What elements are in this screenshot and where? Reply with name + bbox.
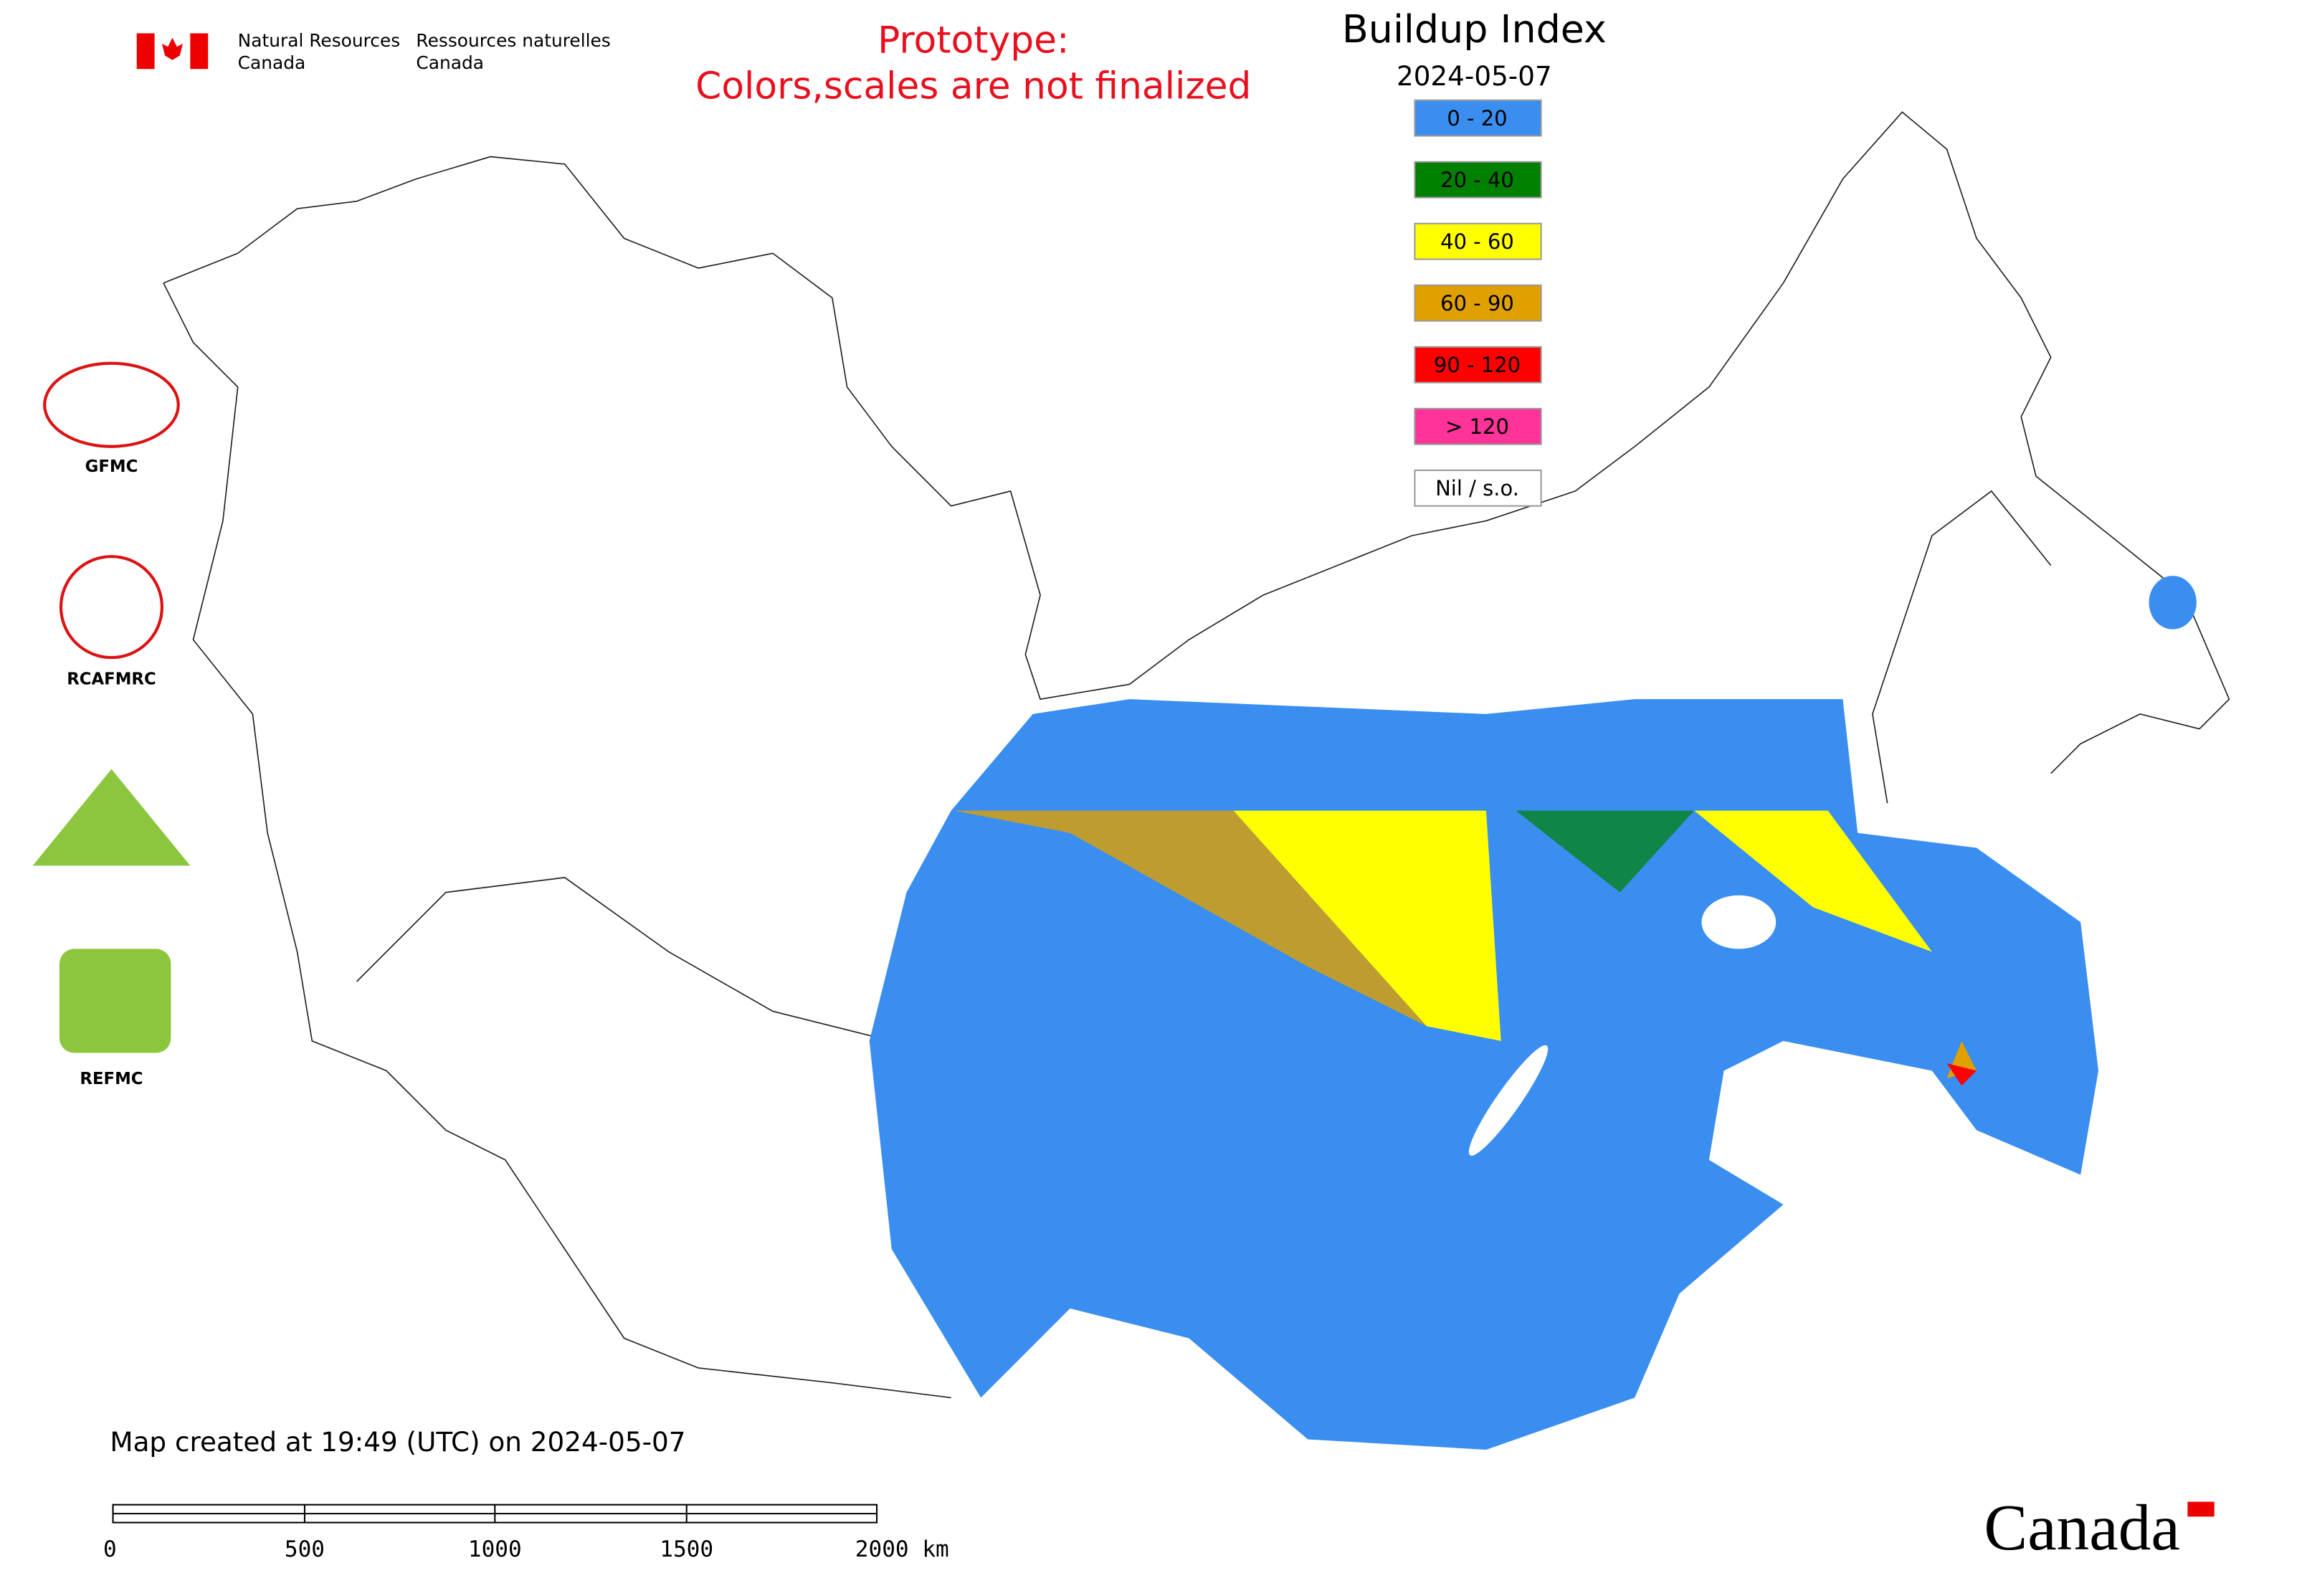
org-en: Canada [238, 52, 306, 73]
index-streak [1694, 810, 1932, 952]
lake [1701, 895, 1777, 949]
fire-index-layer [869, 576, 2197, 1450]
canada-wordmark: Canada [1984, 1491, 2179, 1564]
logo-label: REFMC [80, 1070, 143, 1088]
index-streak [953, 810, 1427, 1027]
logo-label: GFMC [85, 457, 138, 476]
legend-label: > 120 [1445, 414, 1509, 439]
legend-swatch [1414, 407, 1542, 445]
index-area [2149, 576, 2197, 630]
coastline [163, 111, 2230, 774]
legend-swatch [1414, 161, 1542, 199]
logo [43, 361, 180, 448]
org-en: Natural Resources [238, 30, 401, 51]
legend-label: Nil / s.o. [1435, 476, 1519, 500]
scale-bar: 0 500 1000 1500 2000 km [103, 1504, 949, 1562]
legend-swatch [1414, 346, 1542, 384]
lake [1468, 1045, 1549, 1156]
coastline [1872, 490, 2052, 804]
legend-swatch [1414, 222, 1542, 260]
legend: 0 - 20 20 - 40 40 - 60 60 - 90 90 - 120 > 120… [1414, 99, 1542, 507]
coastline [163, 282, 951, 1399]
logo [32, 769, 191, 866]
legend-label: 90 - 120 [1434, 353, 1521, 377]
legend-label: 20 - 40 [1440, 168, 1514, 192]
index-streak [1233, 810, 1501, 1041]
legend-label: 0 - 20 [1447, 106, 1507, 130]
created-note: Map created at 19:49 (UTC) on 2024-05-07 [110, 1426, 685, 1458]
scale-label: 0 [103, 1536, 117, 1562]
scale-label: 1000 [468, 1536, 522, 1562]
logo [59, 949, 171, 1053]
index-streak [1516, 810, 1695, 893]
legend-swatch [1414, 99, 1542, 137]
legend-swatch [1414, 284, 1542, 322]
org-fr: Ressources naturelles [416, 30, 610, 51]
partner-logos: GFMC RCAFMRC REFMC [32, 361, 191, 1088]
legend-title: Buildup Index [1342, 6, 1607, 52]
maple-leaf [161, 37, 183, 60]
legend-swatch [1414, 469, 1542, 507]
notice: Colors,scales are not finalized [695, 65, 1251, 108]
nrcan-signature: Natural Resources Canada Ressources natu… [136, 30, 611, 73]
flag-bar [136, 33, 155, 70]
flag-bar [190, 33, 209, 70]
logo-label: RCAFMRC [67, 670, 156, 688]
legend-label: 60 - 90 [1440, 291, 1514, 315]
notice: Prototype: [877, 19, 1069, 62]
legend-date: 2024-05-07 [1397, 60, 1552, 92]
legend-label: 40 - 60 [1440, 229, 1514, 254]
scale-label: 1500 [660, 1536, 713, 1562]
scale-label: 2000 km [855, 1536, 949, 1562]
index-streak [1946, 1063, 1977, 1086]
logo [59, 555, 164, 660]
org-fr: Canada [416, 52, 484, 73]
wordmark-flag [2187, 1501, 2215, 1517]
scale-label: 500 [285, 1536, 325, 1562]
